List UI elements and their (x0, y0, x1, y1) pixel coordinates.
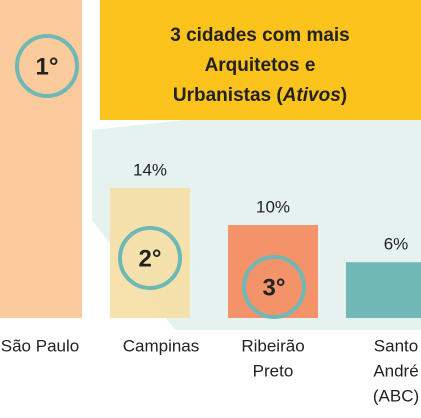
category-label: Preto (253, 361, 294, 380)
value-label: 6% (384, 235, 409, 254)
bar (228, 225, 318, 318)
bar (0, 0, 82, 318)
title-part: Urbanistas ( (173, 85, 283, 106)
title-part: 3 cidades com mais (170, 25, 350, 46)
rank-label: 3° (263, 274, 286, 301)
rank-badge (118, 226, 182, 290)
title-part: Arquitetos e (205, 55, 316, 76)
category-label: Ribeirão (241, 336, 304, 355)
rank-badge (242, 255, 306, 319)
title-box (100, 0, 421, 120)
bar (346, 262, 421, 318)
category-label: Santo (374, 336, 418, 355)
rank-badge (15, 34, 79, 98)
rank-label: 2° (139, 245, 162, 272)
rank-label: 1° (36, 53, 59, 80)
category-label: André (373, 361, 418, 380)
title-line: 3 cidades com mais (170, 25, 350, 46)
bar (110, 187, 190, 318)
title-part: ) (341, 85, 347, 106)
category-label: São Paulo (1, 336, 79, 355)
value-label: 14% (133, 160, 167, 179)
title-part: Ativos (282, 85, 341, 106)
title-line: Arquitetos e (205, 55, 316, 76)
value-label: 10% (256, 198, 290, 217)
category-label: (ABC) (373, 386, 419, 405)
title-line: Urbanistas (Ativos) (173, 85, 347, 106)
category-label: Campinas (123, 336, 200, 355)
